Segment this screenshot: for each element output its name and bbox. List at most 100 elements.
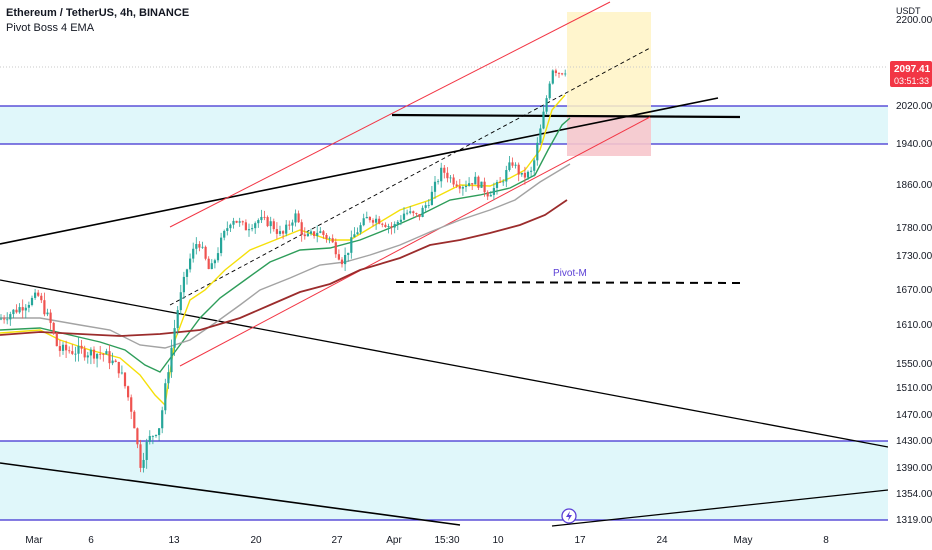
candle-body xyxy=(182,276,185,293)
candle-body xyxy=(542,111,545,129)
candle-body xyxy=(105,351,108,355)
candle-body xyxy=(21,307,24,311)
rising-trendline xyxy=(551,489,889,527)
candle-body xyxy=(55,332,58,347)
candle-body xyxy=(201,246,204,248)
candle-body xyxy=(557,72,561,74)
candle-body xyxy=(269,221,272,227)
y-tick-label: 1940.00 xyxy=(896,139,932,150)
candle-body xyxy=(263,216,266,218)
channel-upper xyxy=(169,1,611,228)
candle-body xyxy=(499,182,502,183)
candle-body xyxy=(278,231,282,234)
candle-body xyxy=(86,355,89,358)
candle-body xyxy=(545,98,548,112)
candle-body xyxy=(384,224,387,228)
candle-body xyxy=(176,310,179,329)
candle-body xyxy=(362,218,365,226)
candle-body xyxy=(15,309,18,313)
candle-body xyxy=(548,83,551,99)
candle-body xyxy=(331,238,334,243)
candle-body xyxy=(368,216,371,221)
lightning-glyph xyxy=(566,511,572,521)
y-tick-label: 1860.00 xyxy=(896,180,932,191)
candle-body xyxy=(127,386,130,398)
y-tick-label: 1730.00 xyxy=(896,251,932,262)
candle-body xyxy=(461,187,464,189)
candle-body xyxy=(232,220,235,225)
candle-body xyxy=(536,142,539,161)
candle-body xyxy=(468,183,471,186)
candle-body xyxy=(530,170,533,172)
candle-body xyxy=(347,252,350,255)
y-tick-label: 1610.00 xyxy=(896,320,932,331)
descending-trendline xyxy=(0,279,889,448)
candle-body xyxy=(244,222,247,231)
ema-slow-line xyxy=(0,163,571,349)
y-tick-label: 1430.00 xyxy=(896,436,932,447)
candle-body xyxy=(68,350,71,352)
candle-body xyxy=(390,226,393,228)
candle-body xyxy=(133,411,136,429)
candle-body xyxy=(96,353,99,359)
candle-body xyxy=(58,346,61,351)
channel-lower xyxy=(179,116,651,367)
candle-body xyxy=(139,444,142,468)
x-tick-label: May xyxy=(734,535,753,546)
x-tick-label: Apr xyxy=(386,535,402,546)
candle-body xyxy=(120,372,123,374)
candle-body xyxy=(297,213,300,223)
candle-body xyxy=(151,436,154,437)
candle-body xyxy=(49,312,52,323)
candle-body xyxy=(0,318,3,320)
lower-trendline xyxy=(0,462,461,526)
candle-body xyxy=(142,459,145,468)
candle-body xyxy=(502,181,505,183)
candle-body xyxy=(561,73,564,75)
candle-body xyxy=(523,172,526,178)
candle-body xyxy=(495,182,499,188)
ema-long-line xyxy=(0,199,568,337)
candle-body xyxy=(402,213,406,220)
x-tick-label: 27 xyxy=(331,535,343,546)
last-price-value: 2097.41 xyxy=(894,64,931,75)
candle-body xyxy=(464,185,468,188)
candle-body xyxy=(514,164,517,166)
candle-body xyxy=(226,228,229,231)
candle-body xyxy=(554,70,557,73)
x-tick-label: Mar xyxy=(25,535,43,546)
candle-body xyxy=(340,259,344,265)
candle-body xyxy=(294,213,297,223)
candle-body xyxy=(65,344,68,351)
candle-body xyxy=(430,191,433,205)
candle-body xyxy=(517,164,520,175)
candle-body xyxy=(216,253,220,261)
candle-body xyxy=(303,234,306,237)
candle-body xyxy=(443,167,446,173)
candle-body xyxy=(158,428,161,436)
candle-body xyxy=(353,234,356,238)
chart-title: Ethereum / TetherUS, 4h, BINANCE xyxy=(6,7,190,19)
candle-body xyxy=(213,260,216,264)
candle-body xyxy=(378,218,381,224)
candle-body xyxy=(406,212,409,214)
last-price-tag xyxy=(890,61,932,88)
candle-body xyxy=(9,314,12,320)
candle-body xyxy=(418,214,421,217)
candle-body xyxy=(474,176,477,185)
candle-body xyxy=(52,322,55,333)
candle-body xyxy=(241,221,244,223)
candle-body xyxy=(30,297,34,305)
candle-body xyxy=(92,349,96,359)
candle-body xyxy=(71,351,74,354)
candle-body xyxy=(198,244,201,248)
candle-body xyxy=(477,176,480,188)
candle-body xyxy=(437,181,440,183)
candle-body xyxy=(564,73,567,75)
candle-body xyxy=(167,372,170,384)
candle-body xyxy=(381,223,384,225)
candle-body xyxy=(328,238,331,240)
horizontal-level xyxy=(391,113,741,119)
